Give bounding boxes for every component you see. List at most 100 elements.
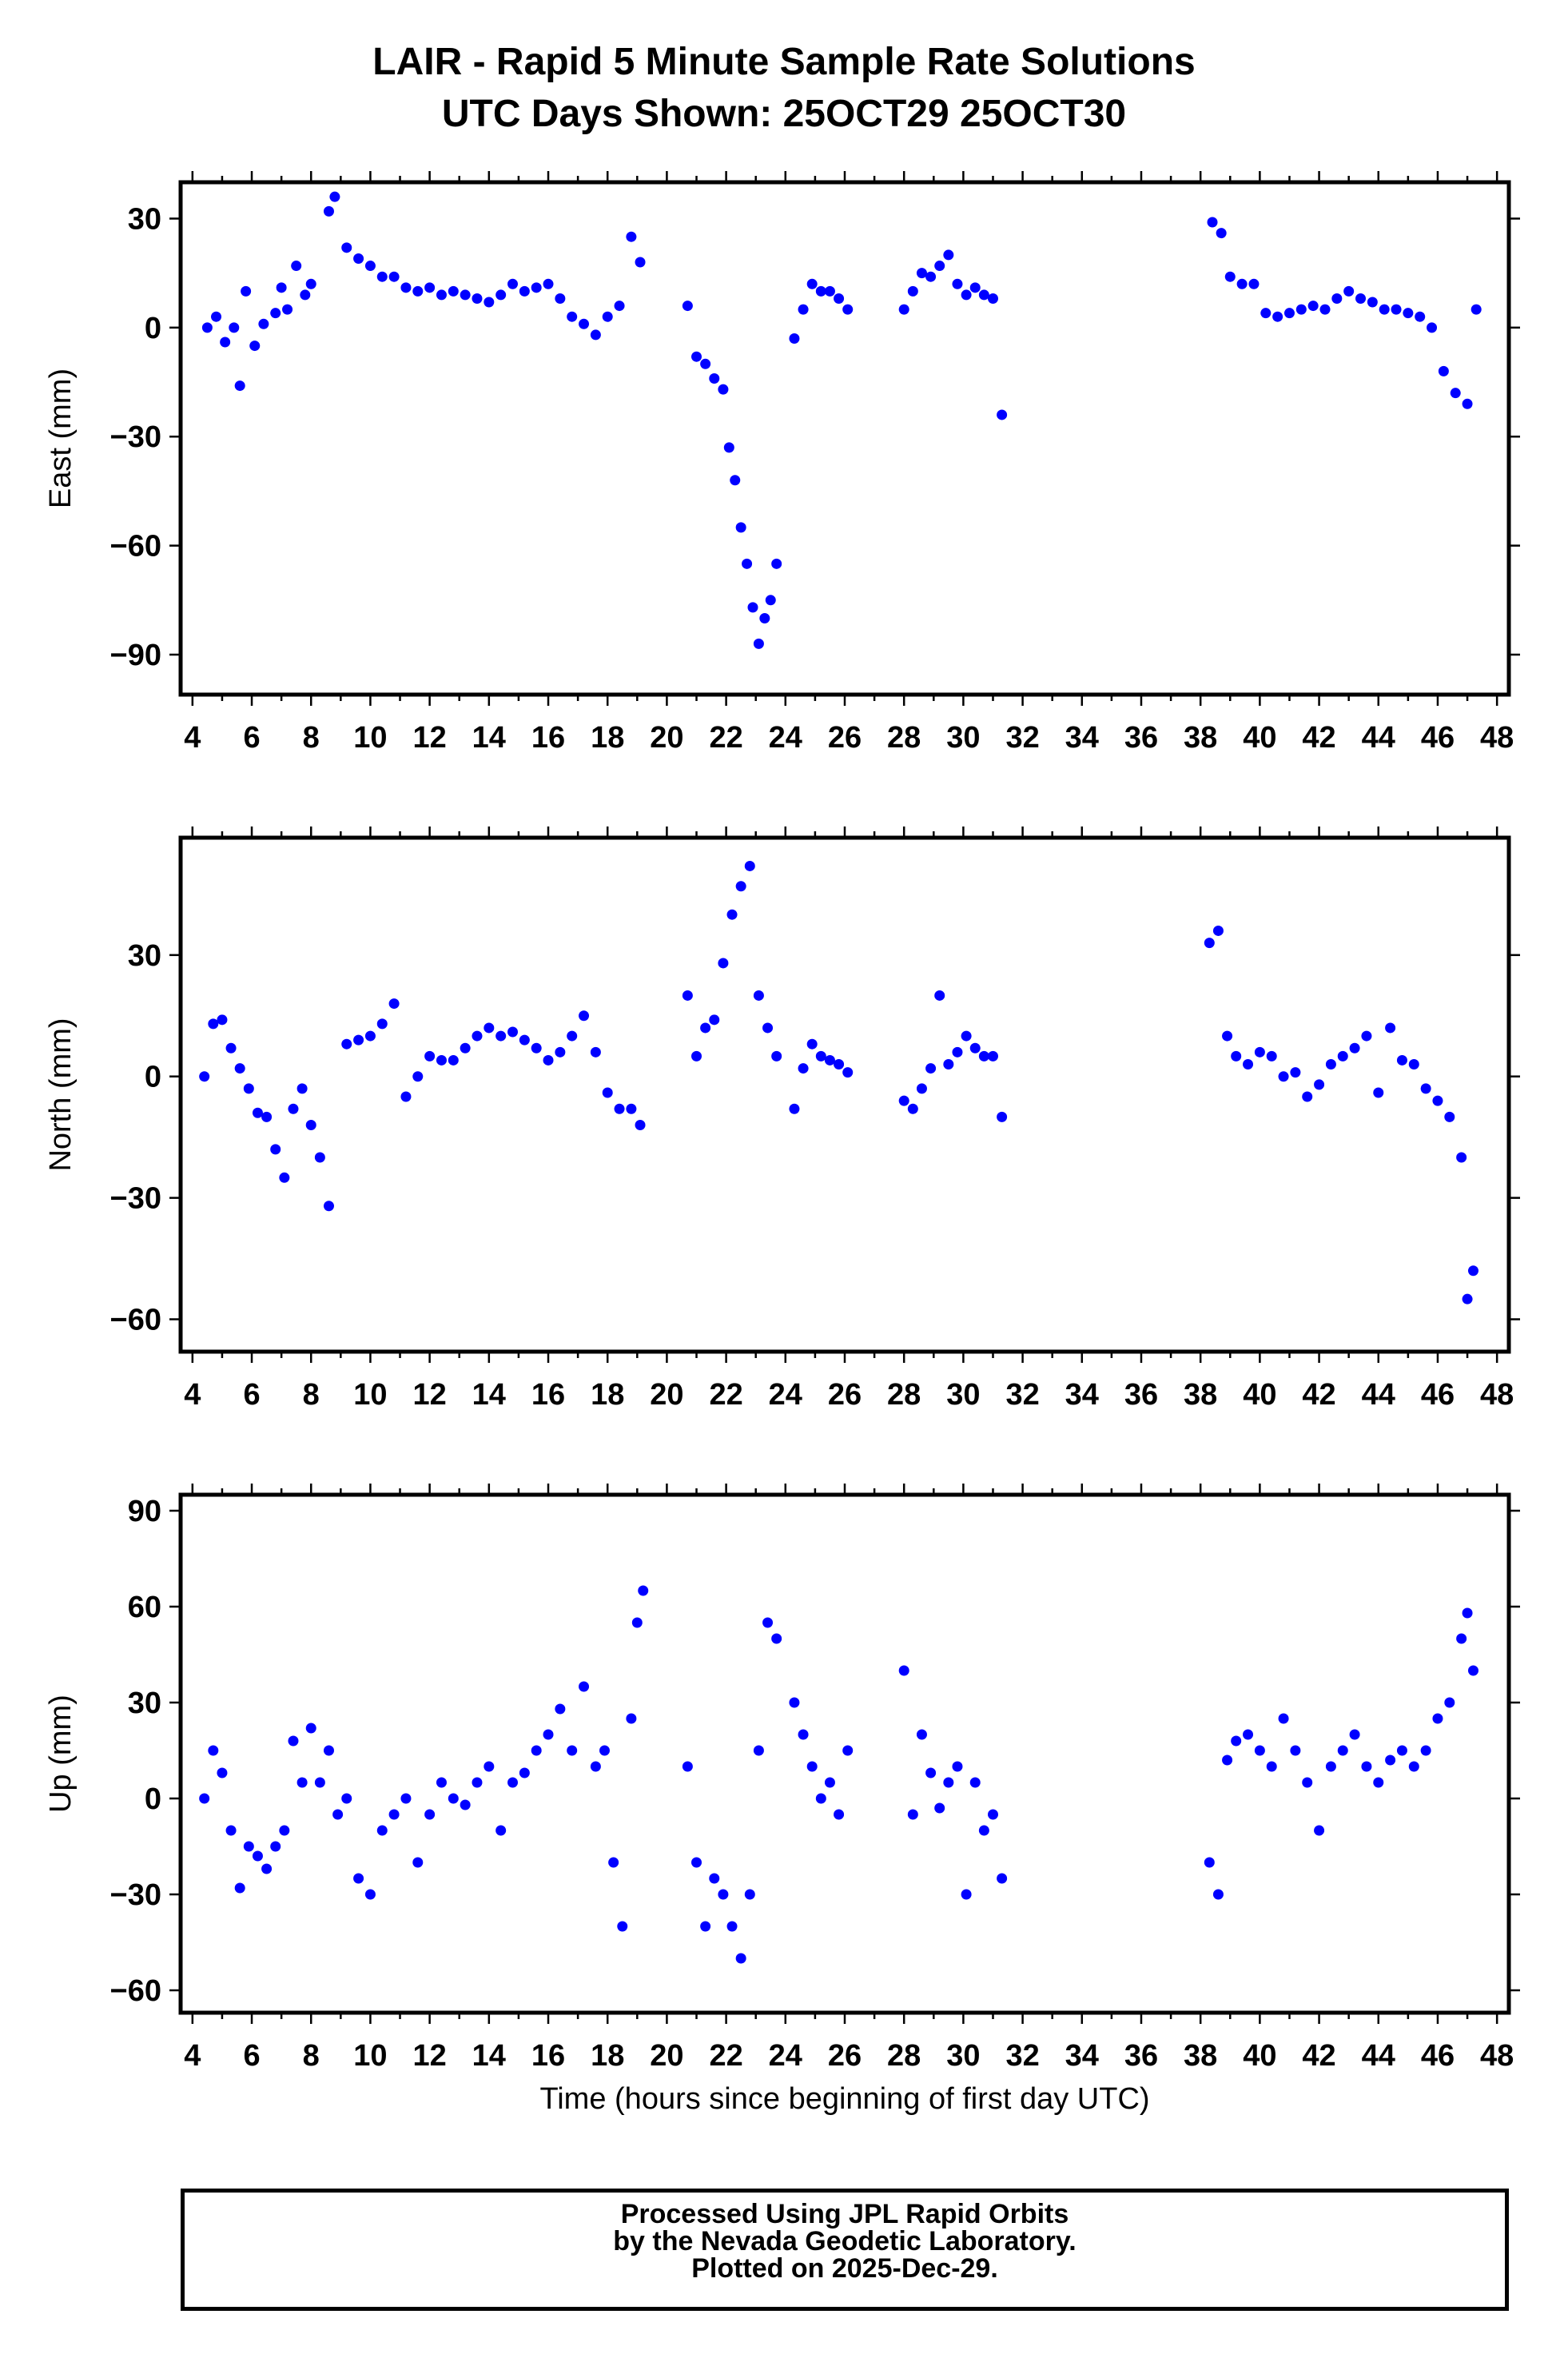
data-point [519, 285, 530, 297]
data-point [753, 1745, 764, 1756]
data-point [460, 1042, 471, 1054]
x-tick-label: 4 [184, 1378, 201, 1412]
x-tick-label: 8 [303, 1378, 320, 1412]
data-point [691, 351, 702, 362]
data-point [744, 860, 755, 871]
x-tick-label: 36 [1124, 721, 1158, 755]
x-tick-label: 10 [353, 2039, 387, 2073]
data-point [288, 1103, 299, 1114]
data-point [412, 1071, 424, 1082]
data-point [614, 301, 625, 312]
x-tick-label: 34 [1065, 721, 1099, 755]
data-point [834, 1059, 845, 1070]
data-point [1254, 1745, 1265, 1756]
data-point [270, 308, 281, 319]
y-tick-label: 90 [128, 1495, 161, 1528]
x-tick-label: 12 [412, 721, 446, 755]
data-point [1337, 1745, 1348, 1756]
data-point [270, 1144, 281, 1155]
x-tick-label: 30 [946, 2039, 980, 2073]
data-point [1283, 308, 1295, 319]
data-point [602, 311, 613, 322]
footer-box: Processed Using JPL Rapid Orbits by the … [181, 2189, 1509, 2311]
data-point [806, 1761, 818, 1772]
footer-line3: Plotted on 2025-Dec-29. [691, 2253, 998, 2284]
data-point [424, 1809, 436, 1820]
x-tick-label: 36 [1124, 1378, 1158, 1412]
data-point [626, 1103, 637, 1114]
data-point [1331, 293, 1343, 304]
plot-frame-0 [178, 180, 1511, 697]
data-point [735, 881, 746, 892]
data-point [531, 282, 542, 293]
x-tick-label: 12 [412, 1378, 446, 1412]
data-point [735, 522, 746, 533]
data-point [472, 1030, 483, 1042]
footer-line2: by the Nevada Geodetic Laboratory. [613, 2226, 1077, 2256]
data-point [400, 1091, 412, 1102]
x-tick-label: 44 [1362, 2039, 1395, 2073]
data-point [388, 1809, 400, 1820]
data-point [1266, 1050, 1277, 1061]
x-tick-label: 14 [472, 1378, 506, 1412]
data-point [243, 1083, 254, 1094]
data-point [217, 1014, 228, 1026]
data-point [1222, 1030, 1233, 1042]
data-point [1278, 1713, 1289, 1724]
data-point [364, 261, 376, 272]
data-point [400, 282, 412, 293]
data-point [261, 1863, 273, 1874]
data-point [898, 1095, 909, 1106]
data-point [806, 278, 818, 289]
data-point [997, 1111, 1008, 1122]
x-tick-label: 30 [946, 1378, 980, 1412]
data-point [519, 1034, 530, 1046]
x-tick-label: 46 [1421, 721, 1455, 755]
x-tick-label: 32 [1005, 721, 1039, 755]
data-point [472, 1777, 483, 1788]
data-point [1302, 1777, 1313, 1788]
data-point [1408, 1059, 1419, 1070]
data-point [898, 1665, 909, 1676]
data-point [579, 1010, 590, 1022]
y-tick-label: 30 [128, 202, 161, 236]
data-point [364, 1030, 376, 1042]
x-tick-label: 36 [1124, 2039, 1158, 2073]
data-point [201, 322, 213, 333]
data-point [590, 329, 601, 341]
data-point [279, 1825, 290, 1836]
data-point [759, 613, 770, 624]
data-point [314, 1152, 325, 1163]
x-tick-label: 24 [769, 1378, 802, 1412]
data-point [288, 1735, 299, 1747]
data-point [234, 1063, 245, 1074]
data-point [436, 1054, 447, 1065]
data-point [1307, 301, 1319, 312]
y-axis-label: East (mm) [44, 368, 78, 508]
data-point [220, 337, 231, 348]
data-point [1266, 1761, 1277, 1772]
x-tick-label: 16 [531, 2039, 565, 2073]
data-point [709, 1014, 720, 1026]
data-point [341, 1793, 352, 1804]
x-tick-label: 40 [1243, 2039, 1276, 2073]
data-point [555, 1703, 566, 1715]
data-point [730, 475, 741, 486]
data-point [709, 372, 720, 384]
data-point [1456, 1633, 1467, 1644]
data-point [208, 1018, 219, 1030]
x-tick-label: 10 [353, 1378, 387, 1412]
data-point [631, 1617, 643, 1628]
x-tick-label: 18 [591, 2039, 624, 2073]
data-point [771, 1050, 782, 1061]
data-point [567, 1030, 578, 1042]
data-point [300, 289, 311, 301]
x-tick-label: 22 [709, 721, 742, 755]
data-point [997, 409, 1008, 420]
data-point [789, 1103, 800, 1114]
data-point [599, 1745, 611, 1756]
x-tick-label: 6 [243, 721, 260, 755]
data-point [1216, 228, 1227, 239]
x-tick-label: 22 [709, 1378, 742, 1412]
data-point [1325, 1059, 1336, 1070]
